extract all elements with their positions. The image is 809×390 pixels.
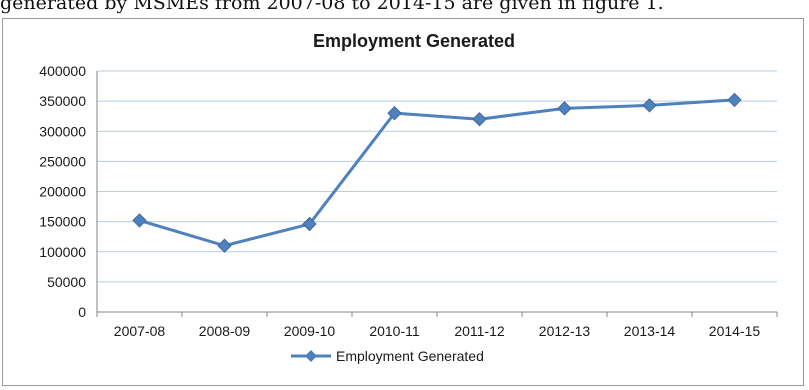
data-point-marker bbox=[387, 105, 402, 121]
y-tick-label: 300000 bbox=[39, 123, 86, 139]
legend-marker bbox=[305, 350, 317, 362]
data-point-marker bbox=[642, 98, 657, 113]
legend: Employment Generated bbox=[291, 348, 484, 364]
y-tick-label: 100000 bbox=[39, 244, 86, 260]
x-tick-label: 2013-14 bbox=[624, 323, 676, 339]
y-tick-label: 350000 bbox=[39, 93, 86, 109]
data-point-marker bbox=[727, 92, 742, 108]
series-line bbox=[139, 98, 735, 248]
data-point-marker bbox=[557, 101, 572, 116]
x-tick-label: 2008-09 bbox=[199, 323, 251, 339]
x-tick-label: 2010-11 bbox=[369, 323, 420, 339]
y-tick-label: 50000 bbox=[47, 274, 86, 290]
x-tick-label: 2014-15 bbox=[709, 323, 761, 339]
employment-line-chart: Employment Generated 0 50000 100000 150000 2… bbox=[39, 31, 778, 364]
data-point-marker bbox=[472, 111, 487, 127]
series-layer bbox=[132, 92, 742, 253]
y-tick-label: 0 bbox=[78, 304, 86, 320]
y-tick-label: 150000 bbox=[39, 214, 86, 230]
axes bbox=[96, 71, 778, 317]
y-tick-label: 400000 bbox=[39, 63, 86, 79]
x-tick-label: 2012-13 bbox=[539, 323, 591, 339]
y-tick-label: 200000 bbox=[39, 184, 86, 200]
chart-frame: Employment Generated 0 50000 100000 150000 2… bbox=[2, 18, 804, 386]
caption-text: generated by MSMEs from 2007-08 to 2014-… bbox=[0, 0, 664, 14]
data-point-marker bbox=[217, 238, 232, 253]
y-tick-label: 250000 bbox=[39, 153, 86, 169]
gridlines bbox=[97, 70, 777, 283]
x-tick-label: 2011-12 bbox=[454, 323, 505, 339]
data-point-marker bbox=[302, 216, 317, 232]
x-tick-label: 2009-10 bbox=[284, 323, 336, 339]
x-tick-label: 2007-08 bbox=[114, 323, 166, 339]
data-point-marker bbox=[132, 213, 147, 228]
legend-label: Employment Generated bbox=[336, 348, 484, 364]
y-axis-tick-labels: 0 50000 100000 150000 200000 250000 300000 3500… bbox=[39, 63, 86, 320]
chart-title: Employment Generated bbox=[313, 31, 515, 51]
x-axis-tick-labels: 2007-08 2008-09 2009-10 2010-11 2011-12 2012-… bbox=[114, 323, 761, 339]
